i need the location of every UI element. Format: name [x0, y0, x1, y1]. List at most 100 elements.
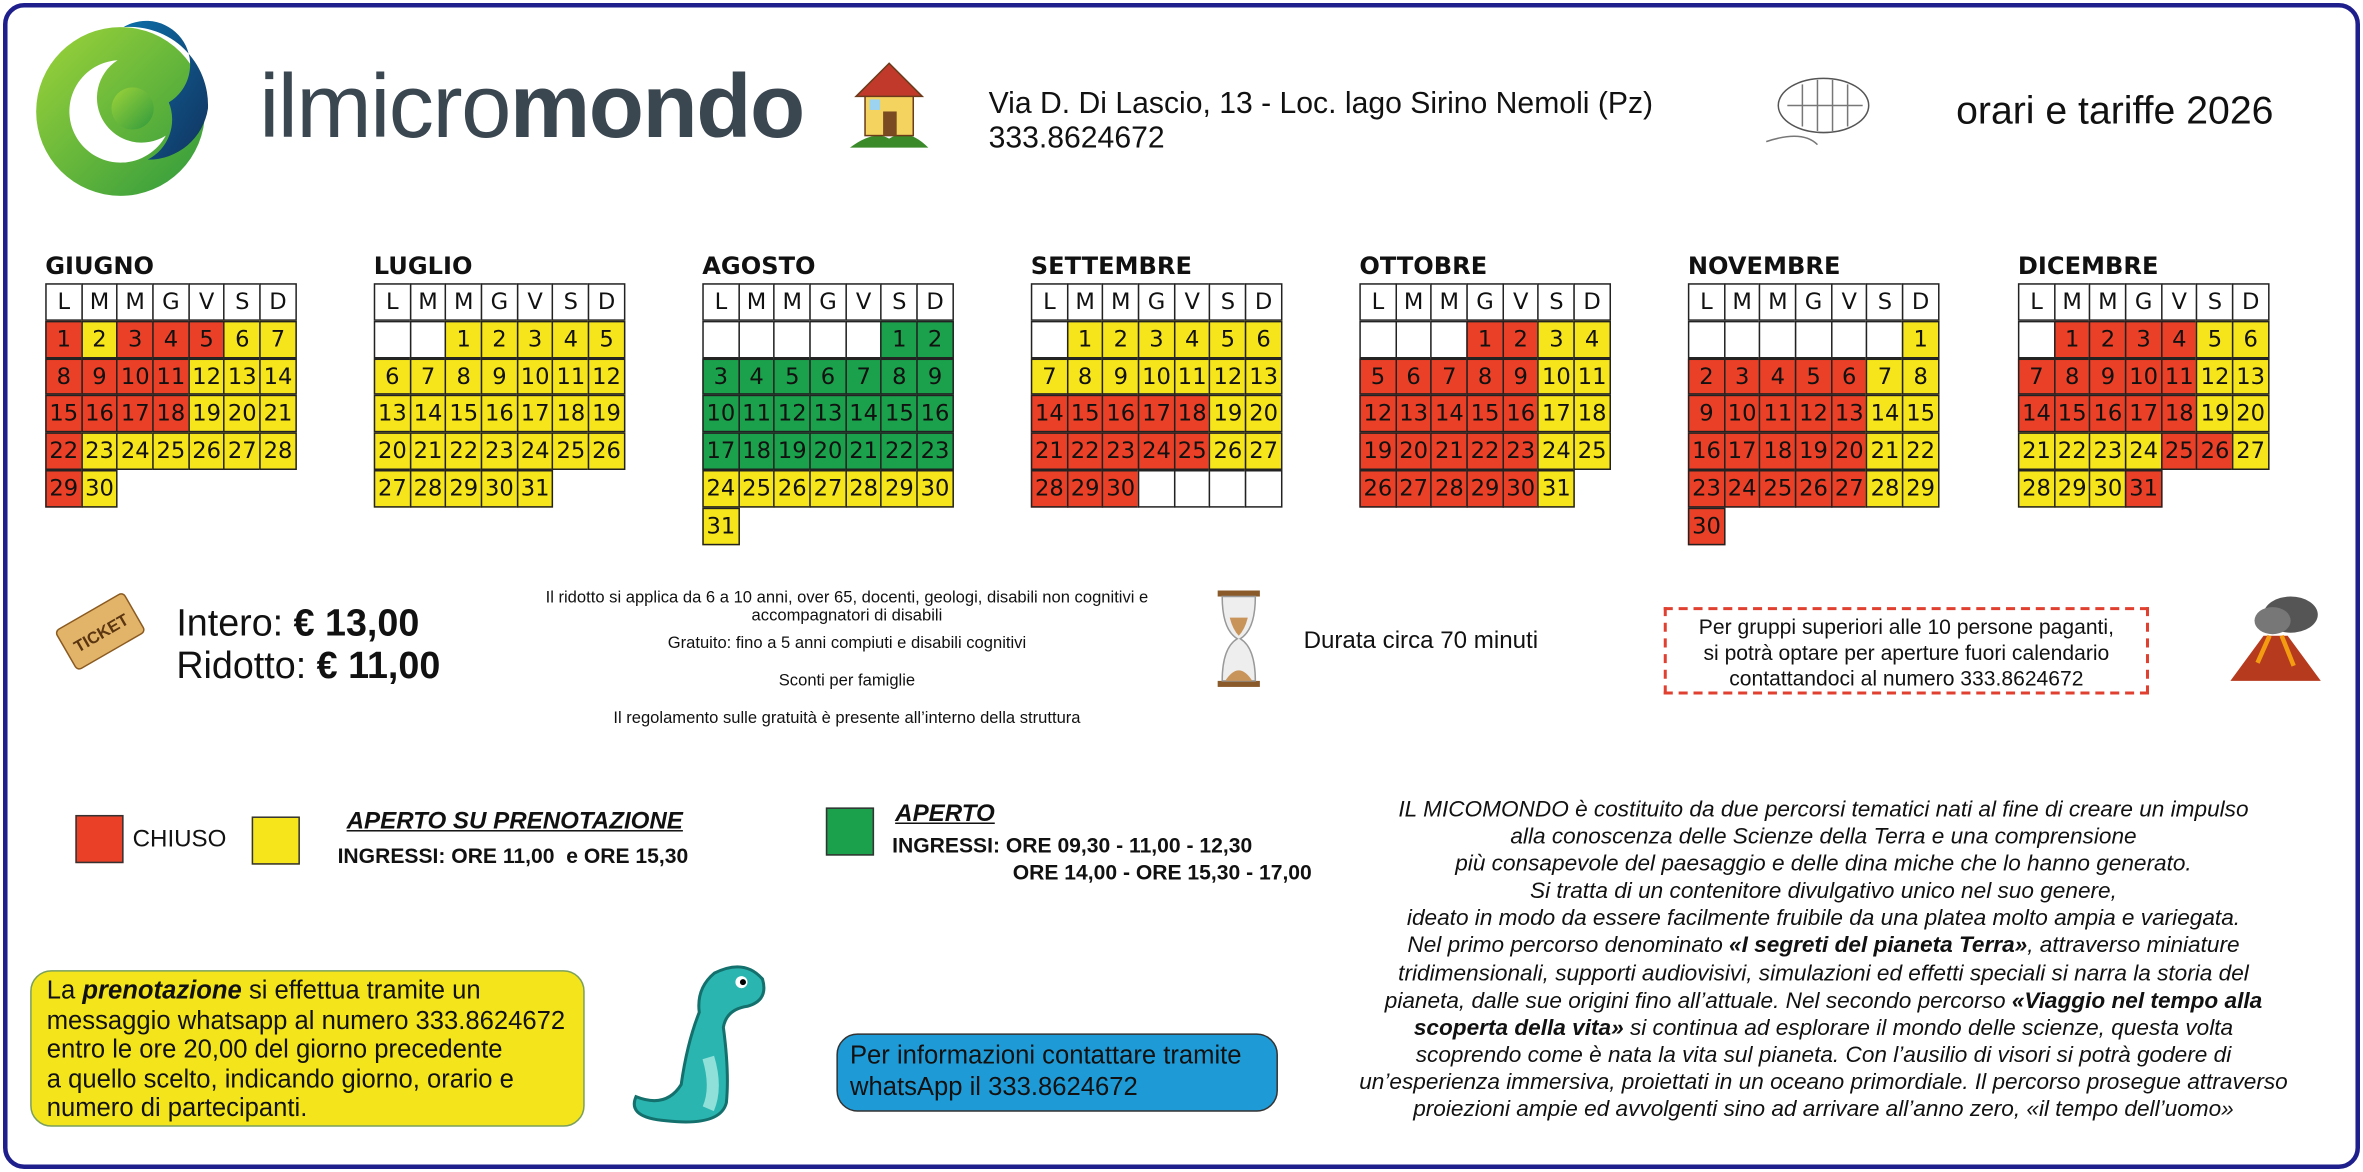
day: 13 [1244, 357, 1283, 396]
day: 5 [188, 320, 226, 358]
day: 10 [1723, 395, 1761, 433]
week: 16 17 18 19 20 21 22 [1687, 432, 1940, 470]
day: 10 [116, 357, 154, 396]
day: 15 [1466, 395, 1504, 433]
day: 24 [1137, 432, 1176, 470]
day: 28 [1866, 469, 1904, 508]
week: 1 [1687, 320, 1940, 358]
day: 27 [2232, 432, 2270, 470]
month-name: NOVEMBRE [1687, 251, 1841, 281]
week: 28 29 30 31 [2017, 469, 2268, 508]
day: 3 [2124, 320, 2163, 358]
empty-day [1395, 320, 1433, 358]
day: 18 [2160, 395, 2198, 433]
day: 30 [1687, 507, 1726, 545]
day: 16 [916, 395, 954, 433]
legend-swatch [75, 814, 124, 864]
day: 4 [2160, 320, 2198, 358]
weekday: G [152, 283, 190, 321]
day: 3 [1723, 357, 1761, 396]
weekday: L [2017, 283, 2056, 321]
day: 27 [809, 469, 847, 508]
weekday: V [2160, 283, 2198, 321]
day: 21 [259, 395, 297, 433]
weekday: S [2196, 283, 2234, 321]
day: 17 [1537, 395, 1576, 433]
weekday: M [1759, 283, 1797, 321]
day: 11 [1173, 357, 1211, 396]
weekday: G [480, 283, 519, 321]
price-row: Intero: € 13,00 [176, 603, 440, 645]
day: 17 [516, 395, 554, 433]
description-line: scoperta della vita» si continua ad espl… [1311, 1015, 2336, 1042]
note: accompagnatori di disabili [751, 607, 943, 626]
booking-emphasis: prenotazione [82, 976, 242, 1005]
description-text: ideato in modo da essere facilmente frui… [1406, 905, 2241, 932]
note: Gratuito: fino a 5 anni compiuti e disab… [667, 634, 1027, 653]
day: 9 [916, 357, 954, 396]
week: 8 9 10 11 12 13 14 [45, 357, 297, 396]
day: 31 [702, 507, 740, 545]
day: 1 [45, 320, 83, 358]
day: 6 [1830, 357, 1868, 396]
day: 2 [480, 320, 519, 358]
weekday: G [1466, 283, 1504, 321]
day: 1 [1066, 320, 1104, 358]
day: 10 [1537, 357, 1576, 396]
day: 20 [373, 432, 411, 470]
day: 20 [2232, 395, 2270, 433]
day: 19 [1359, 432, 1397, 470]
day: 26 [188, 432, 226, 470]
day: 7 [1430, 357, 1468, 396]
week: 14 15 16 17 18 19 20 [1030, 395, 1283, 433]
price-label: Intero: [176, 602, 284, 645]
weekday: S [1209, 283, 1247, 321]
day: 19 [188, 395, 226, 433]
day: 16 [80, 395, 119, 433]
day: 5 [1794, 357, 1833, 396]
empty-day [1430, 320, 1468, 358]
day: 3 [702, 357, 740, 396]
weekday: M [2053, 283, 2091, 321]
day: 31 [1537, 469, 1576, 508]
legend-hours: ORE 14,00 - ORE 15,30 - 17,00 [1012, 860, 1312, 885]
legend-hours: INGRESSI: ORE 11,00 e ORE 15,30 [337, 843, 689, 868]
dino-icon [632, 965, 766, 1124]
day: 15 [880, 395, 918, 433]
day: 24 [1723, 469, 1761, 508]
day: 9 [1102, 357, 1140, 396]
weekday: L [1687, 283, 1726, 321]
groups-text: Per gruppi superiori alle 10 persone pag… [1664, 615, 2149, 692]
week: 23 24 25 26 27 28 29 [1687, 469, 1940, 508]
weekday: S [880, 283, 918, 321]
description-text: si continua ad esplorare il mondo delle … [1623, 1014, 2234, 1041]
week: 13 14 15 16 17 18 19 [373, 395, 626, 433]
day: 10 [1137, 357, 1176, 396]
day: 8 [1902, 357, 1940, 396]
day: 29 [1902, 469, 1940, 508]
day: 19 [1794, 432, 1833, 470]
day: 15 [1066, 395, 1104, 433]
month: NOVEMBRE L M M G V S D 1 2 3 4 5 6 7 8 9 10 11 12 13 14 15 16 17… [1687, 250, 1940, 545]
empty-day [702, 320, 740, 358]
day: 18 [1573, 395, 1611, 433]
day: 28 [1030, 469, 1069, 508]
day: 15 [445, 395, 483, 433]
day: 20 [223, 395, 261, 433]
day: 2 [2089, 320, 2127, 358]
price-row: Ridotto: € 11,00 [176, 645, 440, 687]
day: 25 [2160, 432, 2198, 470]
day: 21 [1866, 432, 1904, 470]
week: 21 22 23 24 25 26 27 [2017, 432, 2270, 470]
day: 30 [1102, 469, 1140, 508]
day: 20 [1830, 432, 1868, 470]
day: 4 [1573, 320, 1611, 358]
month: AGOSTO L M M G V S D 1 2 3 4 5 6 7 8 9 10 11 12 13 14 15 16 17 18… [702, 250, 954, 545]
description-line: tridimensionali, supporti audiovisivi, s… [1311, 960, 2336, 987]
week: 10 11 12 13 14 15 16 [702, 395, 954, 433]
day: 22 [1902, 432, 1940, 470]
weekday: V [188, 283, 226, 321]
